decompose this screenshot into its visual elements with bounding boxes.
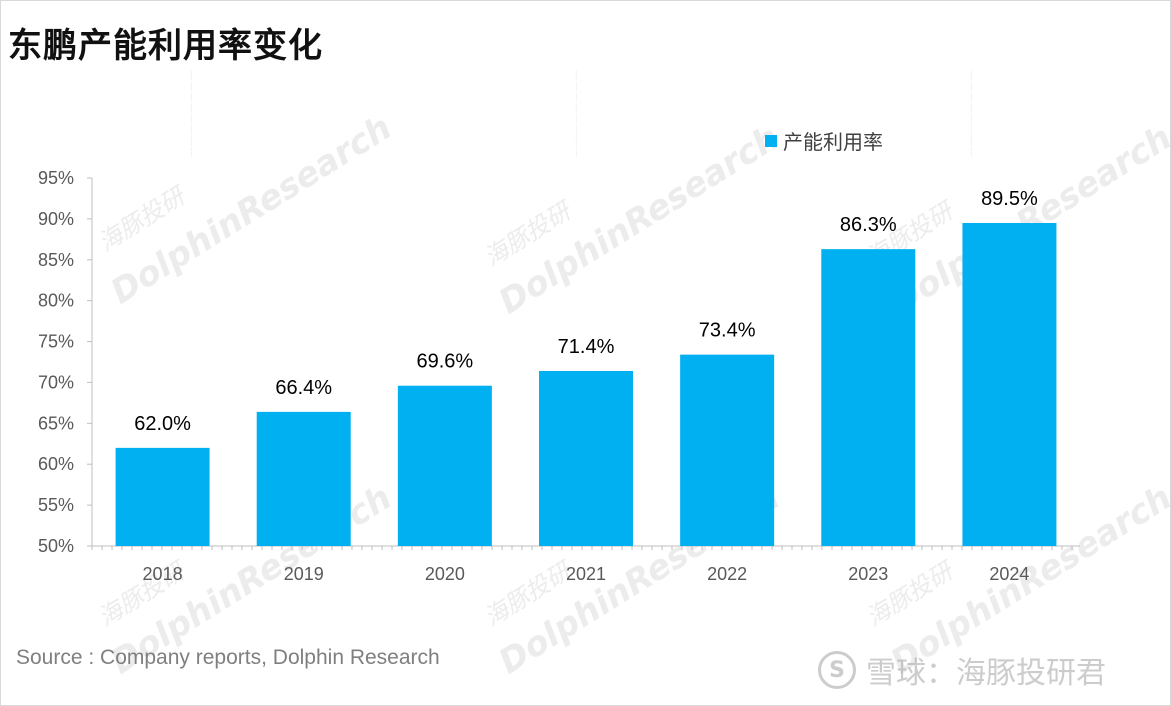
x-tick-label: 2018 (143, 564, 183, 584)
x-tick-label: 2021 (566, 564, 606, 584)
y-tick-label: 55% (38, 495, 74, 515)
data-label: 73.4% (699, 320, 756, 342)
x-tick-label: 2024 (989, 564, 1029, 584)
footer-brand: S 雪球：海豚投研君 (818, 648, 1106, 692)
y-tick-label: 60% (38, 454, 74, 474)
data-label: 69.6% (416, 351, 473, 373)
bar (397, 385, 492, 546)
bar (680, 354, 775, 546)
source-note: Source : Company reports, Dolphin Resear… (16, 646, 440, 669)
bar (962, 222, 1057, 546)
legend-swatch (765, 134, 777, 147)
bar (539, 370, 633, 546)
data-label: 66.4% (275, 377, 332, 399)
y-tick-label: 75% (38, 332, 74, 352)
y-tick-label: 90% (38, 209, 74, 229)
data-label: 89.5% (981, 188, 1038, 210)
bar (115, 447, 210, 546)
footer-brand-text: 雪球：海豚投研君 (866, 656, 1106, 691)
x-tick-label: 2020 (425, 564, 465, 584)
data-label: 62.0% (134, 413, 191, 435)
bar (821, 249, 916, 546)
y-tick-label: 85% (38, 250, 74, 270)
legend-label: 产能利用率 (783, 130, 883, 154)
data-label: 86.3% (840, 214, 897, 236)
y-tick-label: 80% (38, 291, 74, 311)
x-tick-label: 2023 (848, 564, 888, 584)
y-tick-label: 65% (38, 413, 74, 433)
y-tick-label: 50% (38, 536, 74, 556)
chart-title: 东鹏产能利用率变化 (8, 26, 323, 66)
snowball-logo-icon: S (818, 651, 856, 689)
legend: 产能利用率 (765, 126, 883, 155)
bar (256, 411, 351, 546)
data-label: 71.4% (558, 336, 615, 358)
x-tick-label: 2022 (707, 564, 747, 584)
y-tick-label: 95% (38, 168, 74, 188)
y-tick-label: 70% (38, 372, 74, 392)
x-tick-label: 2019 (284, 564, 324, 584)
